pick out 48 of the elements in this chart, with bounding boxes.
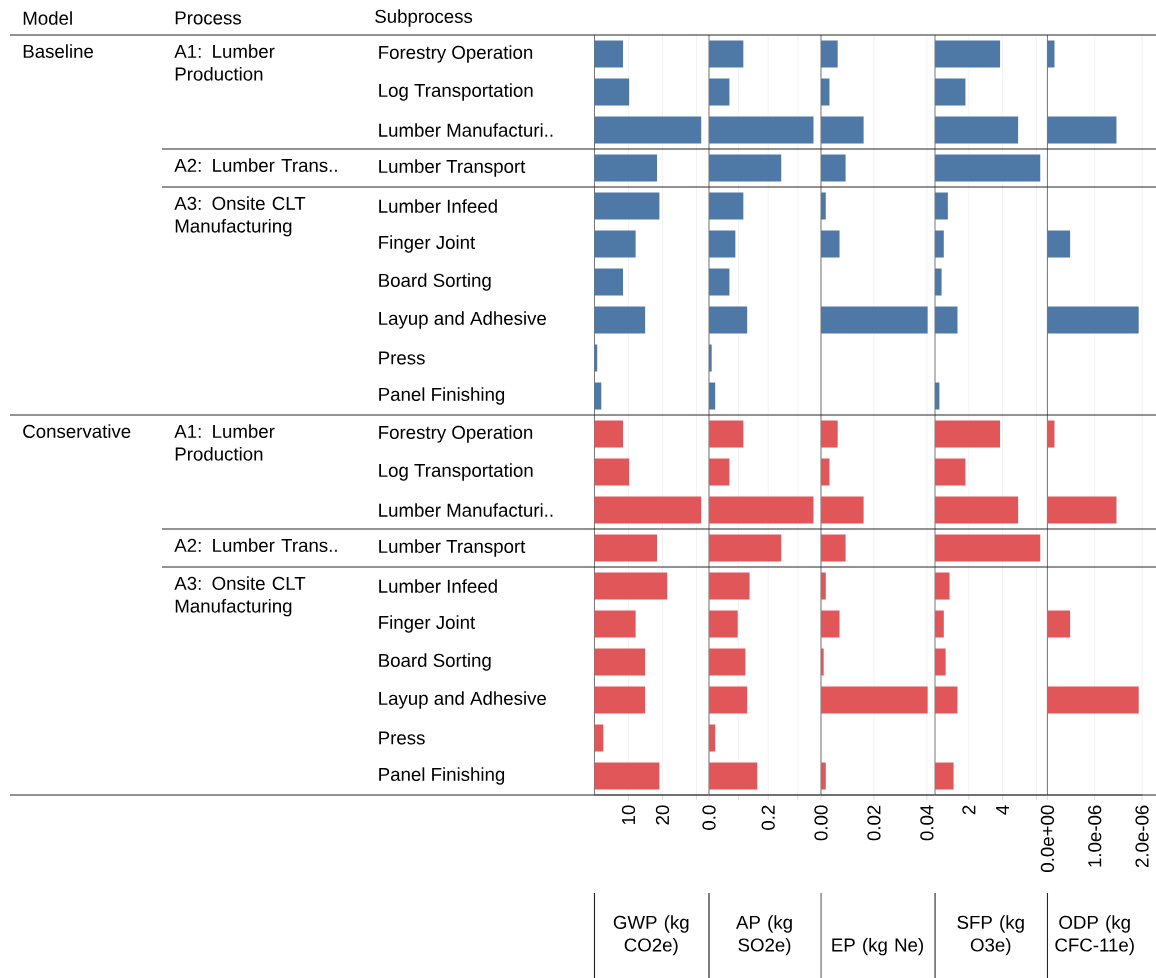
text: A1: Lumber Production	[174, 44, 275, 81]
x-axis-title: AP (kg SO2e)	[736, 915, 792, 956]
text: A3: Onsite CLT Manufacturing	[174, 196, 306, 237]
x-tick-label: 0.04	[920, 805, 934, 841]
x-tick-label: 2.0e-06	[1135, 805, 1149, 868]
y-tick-label: Log Transportation	[379, 463, 533, 481]
y-tick-label: Lumber Manufacturi..	[379, 503, 553, 517]
text: A2: Lumber Trans..	[174, 158, 337, 172]
x-axis-title: ODP (kg CFC-11e)	[1055, 915, 1134, 956]
x-axis-title: GWP (kg CO2e)	[613, 915, 689, 956]
text: A2: Lumber Trans..	[174, 538, 337, 552]
text: A1: Lumber Production	[174, 424, 275, 461]
x-tick-label: 4	[996, 805, 1010, 815]
text: Subprocess	[375, 9, 473, 27]
x-tick-label: 0.2	[761, 805, 775, 830]
x-axis-title: EP (kg Ne)	[832, 937, 924, 956]
y-tick-label: Panel Finishing	[379, 767, 505, 785]
y-tick-label: Lumber Infeed	[379, 199, 497, 213]
y-tick-label: Panel Finishing	[379, 387, 505, 405]
y-tick-label: Lumber Transport	[379, 539, 526, 557]
y-tick-label: Finger Joint	[379, 615, 476, 633]
y-tick-label: Press	[379, 351, 425, 365]
y-tick-label: Forestry Operation	[379, 425, 533, 443]
y-tick-label: Lumber Transport	[379, 159, 526, 177]
y-tick-label: Log Transportation	[379, 83, 533, 101]
y-tick-label: Lumber Manufacturi..	[379, 123, 553, 137]
y-tick-label: Finger Joint	[379, 235, 476, 253]
x-tick-label: 0.0e+00	[1040, 805, 1055, 872]
y-tick-label: Layup and Adhesive	[379, 691, 547, 709]
text: Conservative	[23, 424, 131, 438]
x-tick-label: 10	[621, 805, 636, 825]
text: Model	[23, 11, 72, 25]
x-tick-label: 2	[962, 805, 976, 815]
y-tick-label: Board Sorting	[379, 273, 491, 291]
x-tick-label: 20	[655, 805, 670, 825]
text: Process	[175, 11, 242, 25]
x-tick-label: 0.00	[814, 805, 828, 841]
x-tick-label: 0.0	[702, 805, 716, 830]
text: Baseline	[23, 44, 94, 58]
y-tick-label: Layup and Adhesive	[379, 311, 547, 329]
x-tick-label: 1.0e-06	[1088, 805, 1102, 867]
x-tick-label: 0.02	[867, 805, 881, 841]
x-axis-title: SFP (kg O3e)	[957, 915, 1024, 956]
y-tick-label: Lumber Infeed	[379, 579, 497, 593]
text: A3: Onsite CLT Manufacturing	[174, 576, 306, 617]
y-tick-label: Board Sorting	[379, 653, 491, 671]
y-tick-label: Press	[379, 731, 425, 745]
y-tick-label: Forestry Operation	[379, 45, 533, 63]
